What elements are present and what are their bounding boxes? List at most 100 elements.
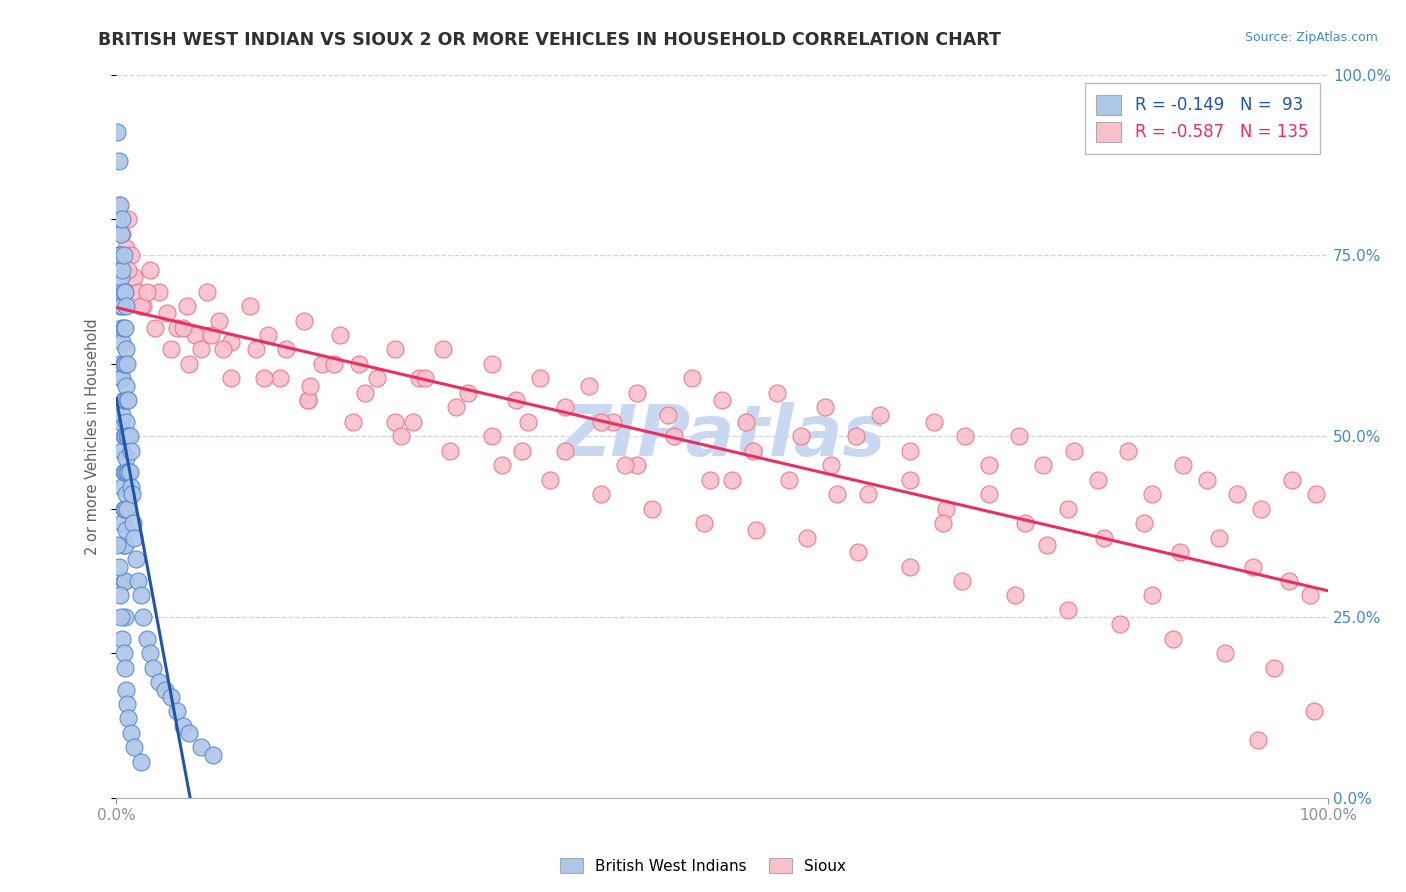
Point xyxy=(1195,473,1218,487)
Point xyxy=(115,429,138,443)
Point xyxy=(139,263,162,277)
Point xyxy=(156,306,179,320)
Point xyxy=(1004,589,1026,603)
Point xyxy=(120,443,142,458)
Point xyxy=(1250,501,1272,516)
Point xyxy=(578,378,600,392)
Text: ZIPatlas: ZIPatlas xyxy=(558,401,886,471)
Point xyxy=(114,357,136,371)
Point xyxy=(202,747,225,762)
Point xyxy=(626,458,648,473)
Point xyxy=(439,443,461,458)
Point xyxy=(111,335,134,350)
Point xyxy=(114,320,136,334)
Point xyxy=(114,610,136,624)
Point xyxy=(110,610,132,624)
Point xyxy=(108,248,131,262)
Point xyxy=(124,531,146,545)
Point xyxy=(127,574,149,588)
Point xyxy=(132,610,155,624)
Point xyxy=(121,487,143,501)
Point xyxy=(457,385,479,400)
Point xyxy=(114,466,136,480)
Point xyxy=(297,393,319,408)
Point xyxy=(124,552,146,566)
Point xyxy=(115,393,138,408)
Point xyxy=(114,393,136,408)
Point xyxy=(112,285,135,299)
Point xyxy=(117,393,139,408)
Legend: British West Indians, Sioux: British West Indians, Sioux xyxy=(554,852,852,880)
Point xyxy=(135,285,157,299)
Point xyxy=(108,198,131,212)
Point xyxy=(481,357,503,371)
Point xyxy=(1063,443,1085,458)
Point xyxy=(112,538,135,552)
Point xyxy=(139,646,162,660)
Point xyxy=(898,559,921,574)
Point xyxy=(114,285,136,299)
Point xyxy=(114,538,136,552)
Point xyxy=(765,385,787,400)
Point xyxy=(112,574,135,588)
Legend: R = -0.149   N =  93, R = -0.587   N = 135: R = -0.149 N = 93, R = -0.587 N = 135 xyxy=(1084,83,1320,153)
Point xyxy=(117,466,139,480)
Point xyxy=(135,632,157,646)
Point xyxy=(1278,574,1301,588)
Point xyxy=(107,538,129,552)
Point xyxy=(112,501,135,516)
Point xyxy=(177,726,200,740)
Point xyxy=(554,443,576,458)
Point xyxy=(741,443,763,458)
Point xyxy=(184,328,207,343)
Point xyxy=(681,371,703,385)
Point xyxy=(153,682,176,697)
Point xyxy=(953,429,976,443)
Point xyxy=(846,545,869,559)
Point xyxy=(626,385,648,400)
Point xyxy=(269,371,291,385)
Point xyxy=(111,480,134,494)
Point xyxy=(112,320,135,334)
Point xyxy=(1008,429,1031,443)
Point xyxy=(111,516,134,530)
Point xyxy=(110,320,132,334)
Point xyxy=(778,473,800,487)
Point xyxy=(1302,704,1324,718)
Point xyxy=(115,343,138,357)
Point xyxy=(111,263,134,277)
Point xyxy=(112,393,135,408)
Point xyxy=(869,408,891,422)
Point xyxy=(721,473,744,487)
Point xyxy=(292,313,315,327)
Point xyxy=(117,263,139,277)
Point xyxy=(118,429,141,443)
Point xyxy=(112,357,135,371)
Point xyxy=(172,719,194,733)
Point xyxy=(1142,589,1164,603)
Point xyxy=(510,443,533,458)
Point xyxy=(107,285,129,299)
Point xyxy=(256,328,278,343)
Point xyxy=(190,343,212,357)
Point xyxy=(827,487,849,501)
Point xyxy=(176,299,198,313)
Point xyxy=(129,589,152,603)
Point xyxy=(111,371,134,385)
Point xyxy=(935,501,957,516)
Point xyxy=(212,343,235,357)
Point xyxy=(107,212,129,227)
Point xyxy=(120,480,142,494)
Point xyxy=(118,466,141,480)
Point xyxy=(1092,531,1115,545)
Point xyxy=(353,385,375,400)
Point xyxy=(844,429,866,443)
Point xyxy=(323,357,346,371)
Text: BRITISH WEST INDIAN VS SIOUX 2 OR MORE VEHICLES IN HOUSEHOLD CORRELATION CHART: BRITISH WEST INDIAN VS SIOUX 2 OR MORE V… xyxy=(98,31,1001,49)
Point xyxy=(117,429,139,443)
Point xyxy=(856,487,879,501)
Point xyxy=(114,574,136,588)
Point xyxy=(115,524,138,538)
Point xyxy=(898,473,921,487)
Text: Source: ZipAtlas.com: Source: ZipAtlas.com xyxy=(1244,31,1378,45)
